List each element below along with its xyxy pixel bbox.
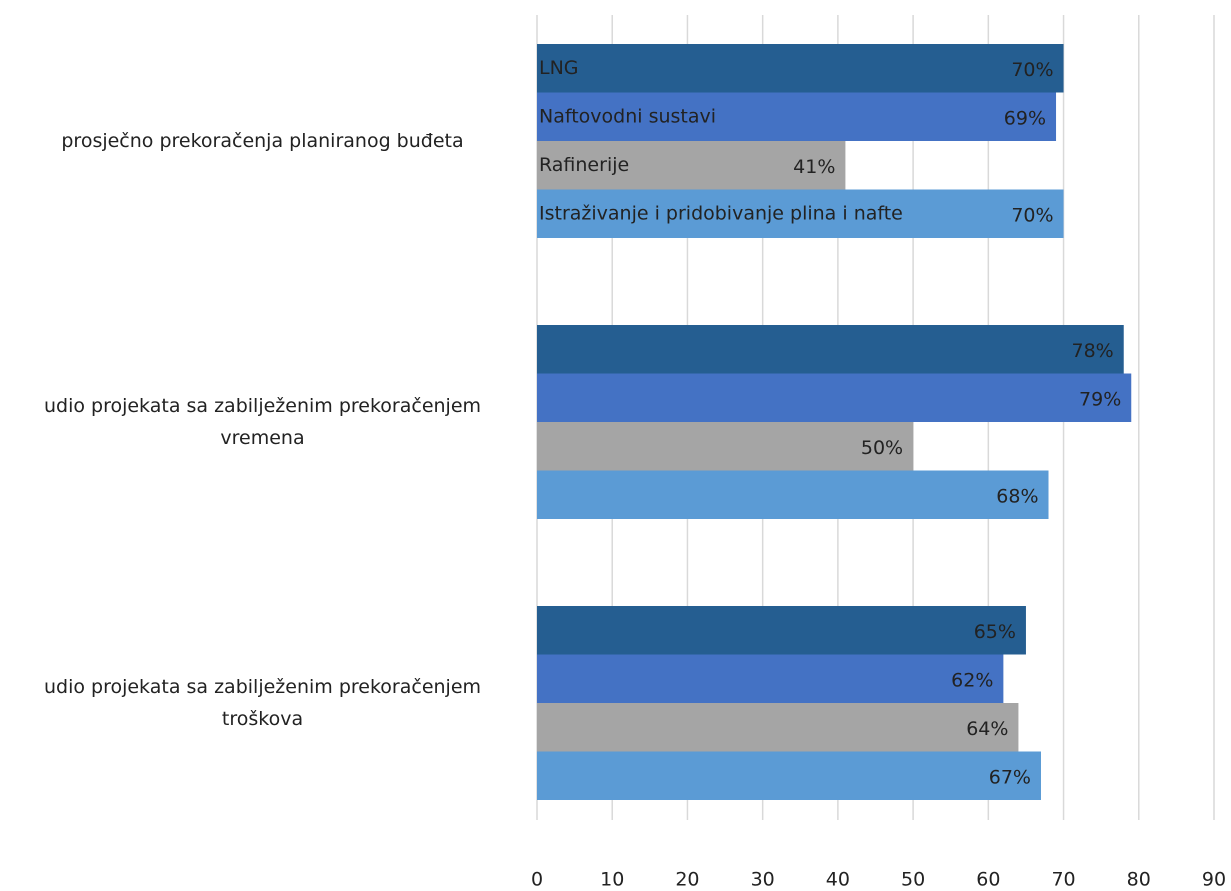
x-tick-label: 0 bbox=[531, 869, 543, 891]
data-label: 78% bbox=[1071, 340, 1113, 362]
bar bbox=[537, 325, 1124, 374]
data-label: 69% bbox=[1004, 107, 1046, 129]
data-label: 70% bbox=[1011, 204, 1053, 226]
y-tick-label: udio projekata sa zabilježenim prekorače… bbox=[43, 676, 482, 730]
x-tick-label: 80 bbox=[1127, 869, 1151, 891]
bar bbox=[537, 141, 846, 190]
x-tick-label: 90 bbox=[1202, 869, 1226, 891]
data-label: 41% bbox=[793, 156, 835, 178]
data-label: 68% bbox=[996, 485, 1038, 507]
bar bbox=[537, 751, 1041, 800]
x-tick-label: 60 bbox=[976, 869, 1000, 891]
bar bbox=[537, 92, 1057, 141]
x-tick-label: 70 bbox=[1051, 869, 1075, 891]
bar bbox=[537, 654, 1004, 703]
bar bbox=[537, 470, 1049, 519]
data-label: 50% bbox=[861, 437, 903, 459]
x-tick-label: 30 bbox=[751, 869, 775, 891]
y-tick-label: prosječno prekoračenja planiranog buđeta bbox=[61, 130, 464, 152]
bar bbox=[537, 189, 1064, 238]
bar bbox=[537, 606, 1026, 655]
legend-label: Istraživanje i pridobivanje plina i naft… bbox=[539, 202, 903, 224]
legend-label: Naftovodni sustavi bbox=[539, 105, 716, 127]
legend-label: LNG bbox=[539, 57, 579, 79]
data-label: 79% bbox=[1079, 388, 1121, 410]
x-tick-label: 20 bbox=[675, 869, 699, 891]
data-label: 70% bbox=[1011, 59, 1053, 81]
bar bbox=[537, 703, 1019, 752]
y-tick-label: udio projekata sa zabilježenim prekorače… bbox=[43, 395, 482, 449]
x-tick-label: 50 bbox=[901, 869, 925, 891]
data-label: 67% bbox=[989, 766, 1031, 788]
bar bbox=[537, 422, 914, 471]
bar bbox=[537, 44, 1064, 93]
data-label: 64% bbox=[966, 718, 1008, 740]
x-tick-label: 40 bbox=[826, 869, 850, 891]
data-label: 65% bbox=[974, 621, 1016, 643]
legend-label: Rafinerije bbox=[539, 154, 629, 176]
data-label: 62% bbox=[951, 669, 993, 691]
bar bbox=[537, 373, 1132, 422]
x-tick-label: 10 bbox=[600, 869, 624, 891]
